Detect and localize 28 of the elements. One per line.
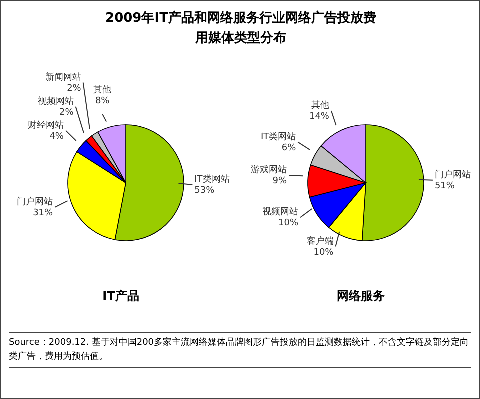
data-label: 10% [314, 248, 334, 258]
data-label: 31% [33, 208, 54, 218]
slice-label: 客户端 [306, 236, 334, 247]
data-label: 4% [50, 132, 64, 142]
text: 网络服务 [336, 288, 386, 305]
data-label: 8% [95, 96, 110, 106]
data-label: 2% [67, 84, 82, 94]
data-label: 51% [434, 181, 456, 192]
slice-label: 视频网站 [38, 96, 74, 107]
slice-label: 门户网站 [17, 196, 54, 208]
slice-label: 视频网站 [262, 206, 299, 218]
text: IT产品 [102, 288, 140, 305]
slice-label: 财经网站 [28, 120, 64, 131]
slice-label: 门户网站 [434, 169, 471, 180]
data-label: 14% [309, 112, 330, 122]
slice-label: IT类网站 [194, 174, 230, 185]
data-label: 9% [272, 176, 288, 187]
data-label: 10% [278, 218, 299, 229]
data-label: 6% [282, 143, 297, 154]
slice-label: IT类网站 [260, 131, 296, 142]
slice-label: 其他 [311, 100, 330, 112]
chart-title: 2009年IT产品和网络服务行业网络广告投放费用媒体类型分布 [104, 10, 378, 48]
data-label: 53% [194, 186, 216, 196]
slice-label: 新闻网站 [45, 72, 82, 83]
slice-label: 游戏网站 [251, 164, 288, 176]
source-note: Source：2009.12. 基于对中国200多家主流网络媒体品牌图形广告投放的日监测数据统计，不含文字链及部分定向类广告，费用为预估值。 [9, 336, 470, 364]
slice-label: 其他 [94, 84, 112, 96]
data-label: 2% [60, 108, 74, 118]
